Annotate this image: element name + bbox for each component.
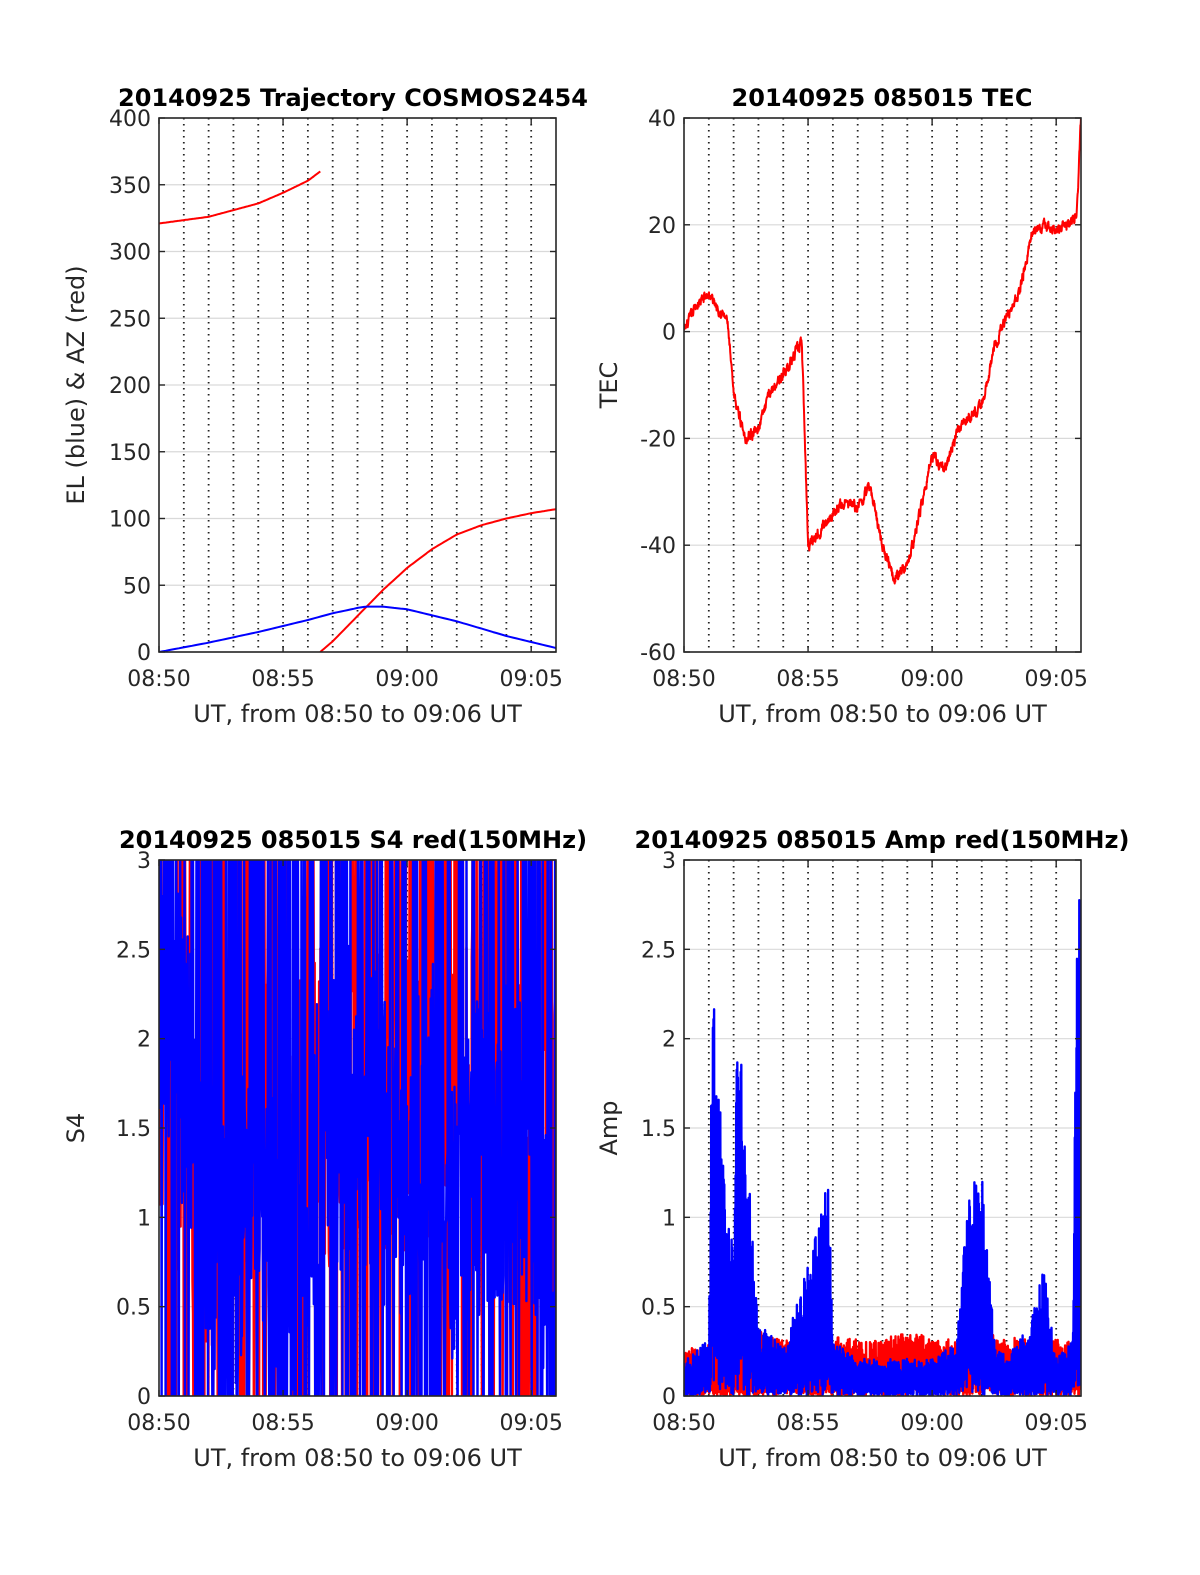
y-tick-label: 1.5 [641, 1117, 676, 1142]
chart-title: 20140925 085015 TEC [732, 84, 1033, 112]
x-tick-label: 08:55 [776, 1411, 839, 1436]
x-axis-label: UT, from 08:50 to 09:06 UT [718, 700, 1047, 728]
x-axis-label: UT, from 08:50 to 09:06 UT [193, 700, 522, 728]
x-tick-label: 09:00 [900, 667, 963, 692]
y-tick-label: 300 [109, 241, 151, 266]
series-group [159, 860, 556, 1396]
y-axis-label: S4 [62, 1113, 90, 1144]
y-tick-label: 50 [123, 574, 151, 599]
chart-title: 20140925 085015 S4 red(150MHz) [119, 826, 587, 854]
y-tick-label: 150 [109, 441, 151, 466]
y-tick-label: 0 [662, 321, 676, 346]
x-tick-label: 08:55 [251, 667, 314, 692]
y-tick-label: 0.5 [116, 1296, 151, 1321]
x-tick-label: 08:55 [776, 667, 839, 692]
y-tick-label: 200 [109, 374, 151, 399]
y-tick-label: 3 [137, 849, 151, 874]
series-group [684, 118, 1081, 585]
y-tick-label: 2 [662, 1028, 676, 1053]
y-tick-label: 250 [109, 307, 151, 332]
y-tick-label: 1.5 [116, 1117, 151, 1142]
axes-box [683, 117, 1082, 653]
y-axis-label: TEC [595, 362, 623, 410]
y-axis-label: Amp [595, 1100, 623, 1155]
x-tick-label: 09:05 [499, 1411, 562, 1436]
y-tick-label: -20 [640, 427, 676, 452]
series-line-blue [159, 860, 556, 1396]
series-line-red [684, 118, 1081, 585]
x-tick-label: 08:50 [652, 667, 715, 692]
chart-panel-1: 0 50 100 150 200 250 300 350 400 08:50 08:55 09:00 0… [62, 84, 588, 728]
x-tick-label: 08:50 [127, 667, 190, 692]
y-tick-label: 3 [662, 849, 676, 874]
y-tick-label: 1 [662, 1206, 676, 1231]
series-line-red [319, 508, 556, 652]
x-tick-label: 08:50 [652, 1411, 715, 1436]
y-tick-label: 2 [137, 1028, 151, 1053]
y-tick-label: 40 [648, 107, 676, 132]
chart-title: 20140925 085015 Amp red(150MHz) [635, 826, 1130, 854]
y-tick-label: 0 [662, 1385, 676, 1410]
y-tick-label: 1 [137, 1206, 151, 1231]
x-tick-label: 09:00 [375, 667, 438, 692]
chart-title: 20140925 Trajectory COSMOS2454 [118, 84, 588, 112]
y-tick-label: 0 [137, 641, 151, 666]
x-axis-label: UT, from 08:50 to 09:06 UT [193, 1444, 522, 1472]
y-tick-label: 2.5 [641, 938, 676, 963]
y-tick-label: 100 [109, 508, 151, 533]
x-tick-label: 09:05 [1024, 667, 1087, 692]
x-axis-label: UT, from 08:50 to 09:06 UT [718, 1444, 1047, 1472]
chart-panel-3: 0 0.5 1 1.5 2 2.5 3 08:50 08:55 09:00 09:05 2014092… [62, 826, 587, 1472]
series-line-blue [159, 605, 556, 652]
chart-panel-4: 0 0.5 1 1.5 2 2.5 3 08:50 08:55 09:00 09:05 2014092… [595, 826, 1129, 1472]
y-tick-label: 400 [109, 107, 151, 132]
series-line-blue [684, 899, 1081, 1396]
y-axis-label: EL (blue) & AZ (red) [62, 265, 90, 504]
y-tick-label: 0 [137, 1385, 151, 1410]
y-tick-label: 0.5 [641, 1296, 676, 1321]
y-tick-label: -40 [640, 534, 676, 559]
x-tick-label: 09:05 [499, 667, 562, 692]
series-group [684, 899, 1081, 1396]
y-tick-label: 350 [109, 174, 151, 199]
x-tick-label: 09:05 [1024, 1411, 1087, 1436]
x-tick-label: 09:00 [900, 1411, 963, 1436]
y-tick-label: -60 [640, 641, 676, 666]
x-tick-label: 08:50 [127, 1411, 190, 1436]
chart-panel-2: -60 -40 -20 0 20 40 08:50 08:55 09:00 09:05 201409… [595, 84, 1088, 728]
x-tick-label: 08:55 [251, 1411, 314, 1436]
series-group [159, 170, 556, 652]
series-line-red [159, 170, 321, 225]
y-tick-label: 20 [648, 214, 676, 239]
y-tick-label: 2.5 [116, 938, 151, 963]
x-tick-label: 09:00 [375, 1411, 438, 1436]
